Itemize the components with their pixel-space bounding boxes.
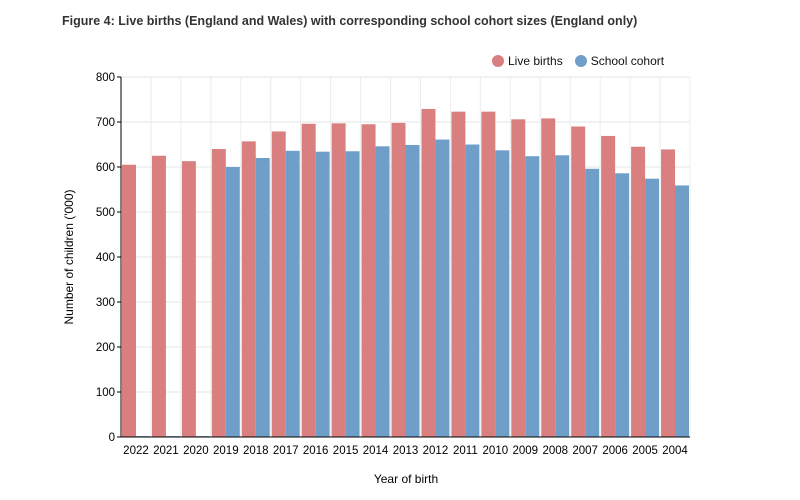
bar-school-cohort-2006[interactable] <box>615 173 630 438</box>
bar-school-cohort-2015[interactable] <box>345 151 360 437</box>
x-tick-label: 2006 <box>602 445 628 457</box>
bar-live-births-2014[interactable] <box>361 124 376 437</box>
bar-live-births-2005[interactable] <box>631 146 646 437</box>
legend-swatch-school-cohort-icon <box>574 55 587 67</box>
bar-school-cohort-2019[interactable] <box>225 167 240 437</box>
bar-school-cohort-2018[interactable] <box>255 158 270 437</box>
x-tick-label: 2004 <box>662 445 688 457</box>
bar-school-cohort-2007[interactable] <box>585 168 600 438</box>
bar-live-births-2016[interactable] <box>301 123 316 438</box>
y-tick-labels: 0 100 200 300 400 500 600 700 800 <box>96 72 115 444</box>
bar-school-cohort-2010[interactable] <box>495 150 510 437</box>
bar-live-births-2019[interactable] <box>211 149 226 437</box>
bar-live-births-2012[interactable] <box>421 108 436 437</box>
x-tick-label: 2016 <box>303 445 329 457</box>
bar-school-cohort-2004[interactable] <box>675 185 689 437</box>
x-tick-label: 2013 <box>393 445 419 457</box>
bar-live-births-2011[interactable] <box>451 111 466 438</box>
bar-live-births-2017[interactable] <box>271 131 286 437</box>
y-tick-label: 400 <box>96 252 115 264</box>
bar-live-births-2006[interactable] <box>601 135 616 437</box>
bar-live-births-2004[interactable] <box>661 149 676 437</box>
bar-school-cohort-2017[interactable] <box>285 150 300 438</box>
y-tick-label: 0 <box>109 432 115 444</box>
bar-live-births-2020[interactable] <box>181 161 196 437</box>
x-tick-label: 2020 <box>183 445 209 457</box>
y-tick-label: 300 <box>96 297 115 309</box>
x-tick-label: 2010 <box>483 445 509 457</box>
x-tick-label: 2007 <box>572 445 598 457</box>
y-tick-label: 200 <box>96 342 115 354</box>
bar-school-cohort-2014[interactable] <box>375 146 390 438</box>
x-tick-label: 2012 <box>423 445 449 457</box>
bar-live-births-2013[interactable] <box>391 122 406 438</box>
bar-live-births-2018[interactable] <box>241 141 256 437</box>
x-tick-label: 2015 <box>333 445 359 457</box>
bar-live-births-2021[interactable] <box>151 155 166 437</box>
x-tick-label: 2018 <box>243 445 269 457</box>
legend: Live births School cohort <box>492 54 676 68</box>
x-tick-label: 2011 <box>453 445 478 457</box>
x-axis-title: Year of birth <box>374 472 438 486</box>
legend-item-live-births[interactable]: Live births <box>492 54 563 68</box>
x-tick-labels: 2022 2021 2020 2019 2018 2017 2016 2015 2014 2013… <box>123 445 688 457</box>
x-tick-label: 2005 <box>632 445 658 457</box>
y-tick-label: 600 <box>96 162 115 174</box>
axes <box>117 76 690 438</box>
x-tick-label: 2008 <box>542 445 568 457</box>
y-tick-label: 700 <box>96 117 115 129</box>
legend-label-school-cohort: School cohort <box>590 54 665 68</box>
bar-live-births-2007[interactable] <box>571 126 586 438</box>
x-tick-label: 2009 <box>512 445 538 457</box>
bar-school-cohort-2005[interactable] <box>645 178 660 437</box>
y-axis-title: Number of children ('000) <box>62 189 76 324</box>
x-tick-label: 2022 <box>123 445 149 457</box>
bar-live-births-2009[interactable] <box>511 119 526 438</box>
bar-school-cohort-2016[interactable] <box>315 151 330 437</box>
bar-school-cohort-2012[interactable] <box>435 139 450 438</box>
bar-school-cohort-2008[interactable] <box>555 155 570 438</box>
bar-live-births-2010[interactable] <box>481 111 496 438</box>
bar-live-births-2015[interactable] <box>331 123 346 437</box>
legend-label-live-births: Live births <box>508 54 563 68</box>
bar-school-cohort-2013[interactable] <box>405 144 420 437</box>
bar-school-cohort-2009[interactable] <box>525 156 540 437</box>
y-tick-label: 100 <box>96 387 115 399</box>
bar-live-births-2008[interactable] <box>541 118 556 438</box>
x-tick-label: 2017 <box>273 445 299 457</box>
bar-school-cohort-2011[interactable] <box>465 144 480 438</box>
y-tick-label: 800 <box>96 72 115 84</box>
bar-live-births-2022[interactable] <box>122 164 136 437</box>
x-tick-label: 2019 <box>213 445 239 457</box>
legend-swatch-live-births-icon <box>492 55 504 67</box>
x-tick-label: 2021 <box>153 445 179 457</box>
bars <box>122 108 689 438</box>
x-tick-label: 2014 <box>363 445 389 457</box>
y-tick-label: 500 <box>96 207 115 219</box>
legend-item-school-cohort[interactable]: School cohort <box>574 54 665 68</box>
chart-title: Figure 4: Live births (England and Wales… <box>62 14 638 28</box>
